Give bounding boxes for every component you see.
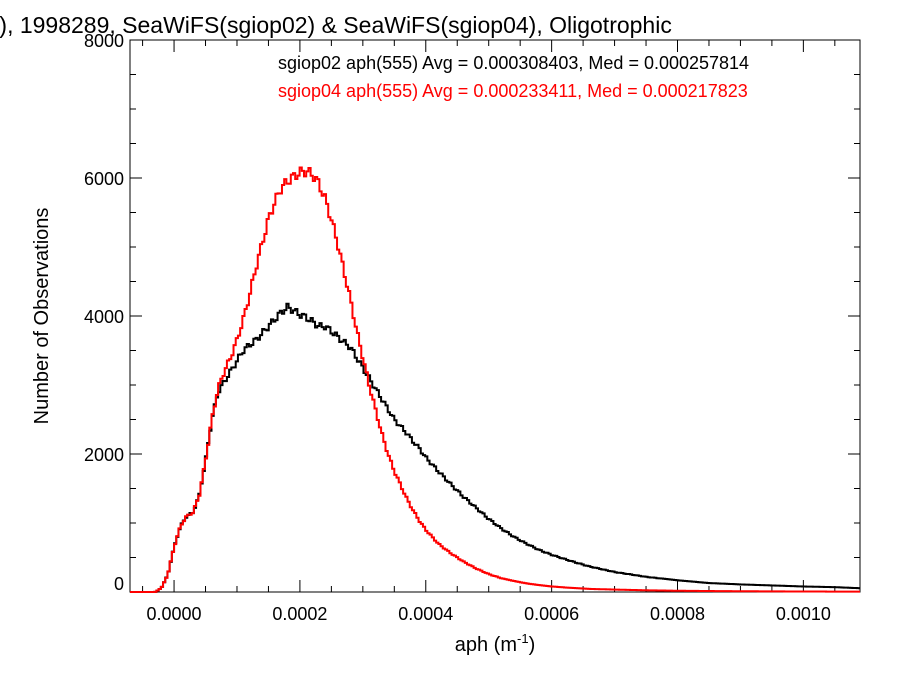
- y-tick-label: 8000: [84, 31, 124, 51]
- x-axis-title-main: aph (m: [455, 634, 517, 656]
- y-tick-label: 2000: [84, 445, 124, 465]
- chart-title: aph(555), 1998289, SeaWiFS(sgiop02) & Se…: [0, 12, 672, 38]
- y-tick-label: 4000: [84, 307, 124, 327]
- x-axis-title-close: ): [529, 634, 536, 656]
- x-tick-label: 0.0000: [147, 604, 202, 624]
- y-axis-title: Number of Observations: [31, 208, 53, 425]
- y-tick-label: 6000: [84, 169, 124, 189]
- plot-frame: [129, 39, 861, 593]
- x-axis-title-sup: -1: [517, 631, 529, 646]
- legend-sgiop04: sgiop04 aph(555) Avg = 0.000233411, Med …: [278, 81, 748, 101]
- x-tick-label: 0.0010: [776, 604, 831, 624]
- x-tick-label: 0.0002: [272, 604, 327, 624]
- series-sgiop04-line: [130, 166, 860, 593]
- x-tick-label: 0.0006: [524, 604, 579, 624]
- y-axis: 0 2000 4000 6000 8000: [84, 31, 860, 594]
- y-tick-label: 0: [114, 574, 124, 594]
- x-axis: 0.0000 0.0002 0.0004 0.0006 0.0008 0.0010: [142, 40, 836, 624]
- x-tick-label: 0.0004: [398, 604, 453, 624]
- x-tick-label: 0.0008: [650, 604, 705, 624]
- x-axis-title: aph (m-1): [455, 631, 535, 656]
- legend-sgiop02: sgiop02 aph(555) Avg = 0.000308403, Med …: [278, 53, 749, 73]
- series-layer: [130, 166, 861, 593]
- series-sgiop02-line: [130, 302, 861, 593]
